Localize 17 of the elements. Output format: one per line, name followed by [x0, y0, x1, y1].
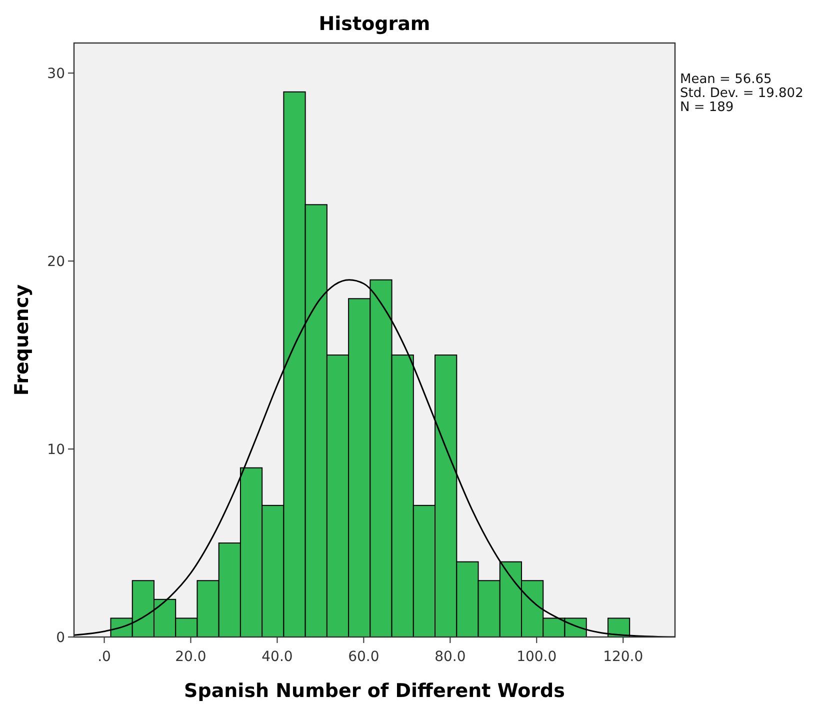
text: Std. Dev. = 19.802 — [680, 86, 804, 101]
x-axis-title: Spanish Number of Different Words — [184, 680, 565, 702]
chart-title: Histogram — [318, 13, 430, 35]
x-tick-label: 80.0 — [434, 649, 466, 665]
x-tick-label: 20.0 — [175, 649, 206, 665]
x-tick-label: 60.0 — [348, 649, 380, 665]
x-tick-label: .0 — [98, 649, 111, 665]
x-tick-label: 40.0 — [262, 649, 293, 665]
y-tick-label: 10 — [47, 442, 65, 458]
x-tick-label: 120.0 — [603, 649, 644, 665]
x-tick-label: 100.0 — [516, 649, 557, 665]
y-axis-title: Frequency — [11, 284, 33, 396]
text: N = 189 — [680, 100, 734, 115]
text: Mean = 56.65 — [680, 72, 772, 87]
y-tick-label: 0 — [56, 630, 65, 646]
y-tick-label: 20 — [47, 254, 65, 270]
y-tick-label: 30 — [47, 66, 65, 82]
